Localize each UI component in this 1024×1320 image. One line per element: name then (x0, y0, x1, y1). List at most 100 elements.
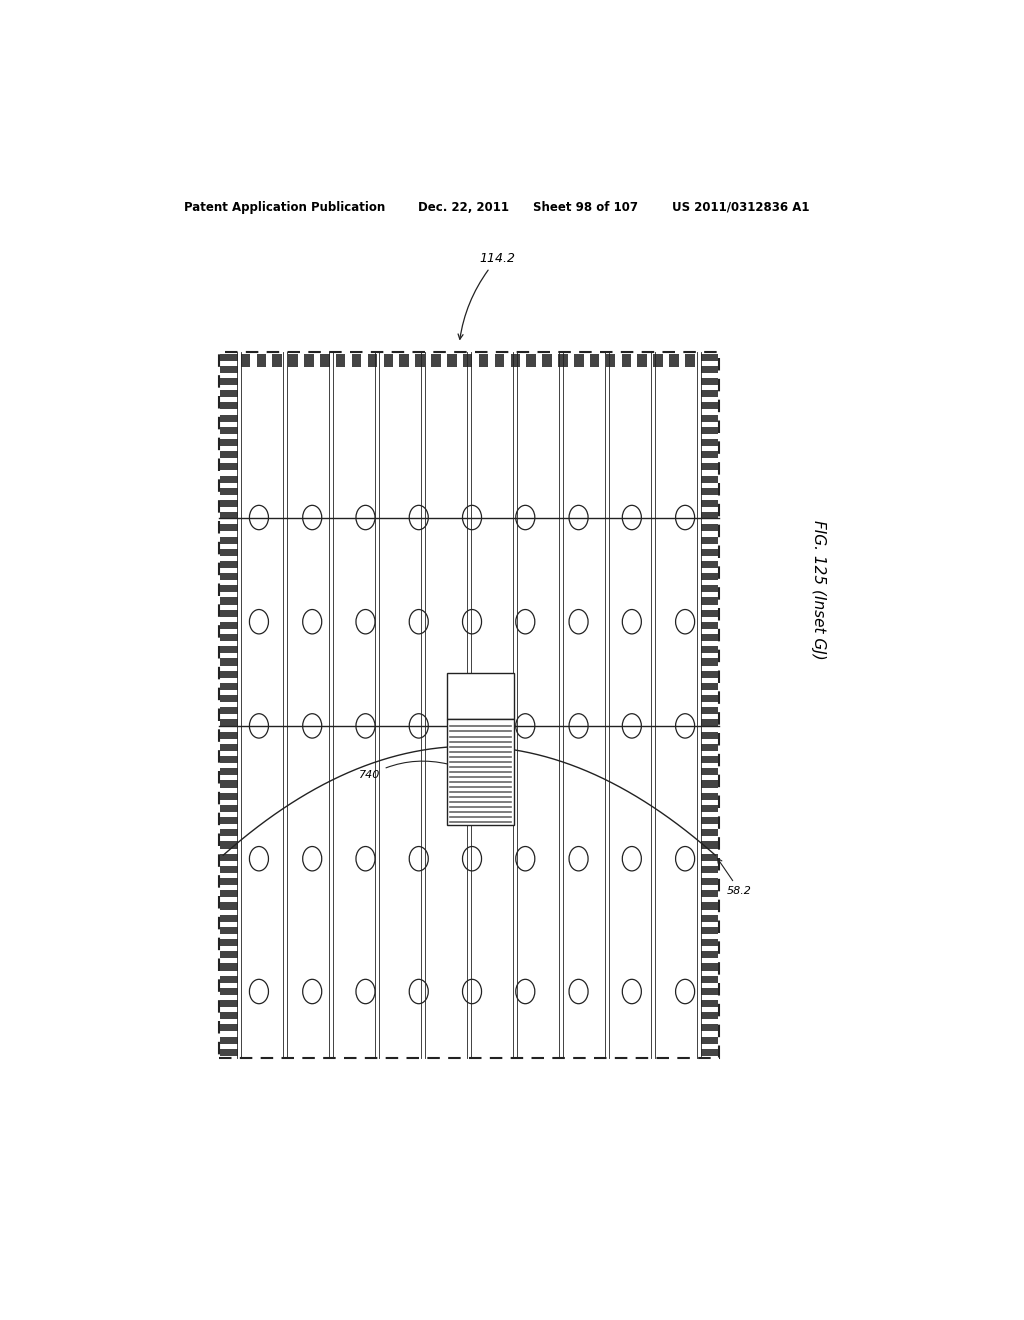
Bar (220, 598, 238, 605)
Bar (220, 1012, 238, 1019)
Bar (701, 500, 719, 507)
Bar (220, 1024, 238, 1031)
Bar (220, 878, 238, 886)
Bar (701, 866, 719, 873)
Bar (220, 682, 238, 690)
Bar (368, 354, 377, 367)
Bar (220, 744, 238, 751)
Bar (701, 817, 719, 824)
Bar (701, 1036, 719, 1044)
Bar (220, 829, 238, 837)
Bar (220, 939, 238, 946)
Bar (701, 671, 719, 677)
Bar (289, 354, 298, 367)
Bar (606, 354, 615, 367)
Bar (220, 768, 238, 775)
Bar (220, 841, 238, 849)
Bar (701, 391, 719, 397)
Bar (220, 500, 238, 507)
Bar (543, 354, 552, 367)
Bar (701, 598, 719, 605)
Bar (701, 1001, 719, 1007)
Bar (479, 354, 488, 367)
Bar (701, 792, 719, 800)
Text: 740: 740 (359, 762, 449, 780)
Bar (220, 561, 238, 568)
Bar (701, 768, 719, 775)
Bar (701, 561, 719, 568)
Bar (220, 403, 238, 409)
Text: FIG. 125 (Inset GJ): FIG. 125 (Inset GJ) (811, 520, 826, 660)
Bar (220, 426, 238, 434)
Bar (447, 354, 457, 367)
Bar (511, 354, 520, 367)
Bar (220, 696, 238, 702)
Bar (701, 927, 719, 935)
Bar (220, 817, 238, 824)
Bar (701, 549, 719, 556)
Bar (701, 366, 719, 372)
Bar (701, 354, 719, 360)
Bar (220, 512, 238, 519)
Bar (220, 634, 238, 642)
Bar (220, 915, 238, 921)
Bar (220, 792, 238, 800)
Bar (701, 829, 719, 837)
Bar (701, 805, 719, 812)
Bar (701, 708, 719, 714)
Bar (701, 854, 719, 861)
Bar (220, 903, 238, 909)
Bar (220, 366, 238, 372)
Bar (220, 780, 238, 788)
Bar (701, 426, 719, 434)
Bar (220, 463, 238, 470)
Bar (701, 939, 719, 946)
Bar (272, 354, 282, 367)
Text: Dec. 22, 2011: Dec. 22, 2011 (418, 201, 509, 214)
Bar (701, 573, 719, 581)
Bar (220, 573, 238, 581)
Bar (701, 756, 719, 763)
Bar (220, 975, 238, 982)
Bar (220, 622, 238, 630)
Bar (701, 890, 719, 898)
Bar (220, 1049, 238, 1056)
Bar (701, 451, 719, 458)
Bar (384, 354, 393, 367)
Bar (220, 805, 238, 812)
Bar (220, 440, 238, 446)
Bar (701, 463, 719, 470)
Bar (701, 964, 719, 970)
Bar (701, 378, 719, 385)
Bar (701, 682, 719, 690)
Bar (701, 696, 719, 702)
Bar (220, 475, 238, 483)
Bar (220, 987, 238, 995)
Bar (220, 414, 238, 421)
Bar (220, 1001, 238, 1007)
Bar (590, 354, 599, 367)
Bar (701, 915, 719, 921)
Bar (220, 964, 238, 970)
Text: 58.2: 58.2 (718, 858, 752, 896)
Bar (257, 354, 266, 367)
Bar (653, 354, 663, 367)
Bar (219, 351, 719, 1057)
Bar (220, 451, 238, 458)
Bar (701, 475, 719, 483)
Bar (220, 610, 238, 616)
Bar (220, 354, 238, 360)
Bar (220, 1036, 238, 1044)
Bar (321, 354, 330, 367)
Bar (701, 634, 719, 642)
Bar (701, 610, 719, 616)
Bar (463, 354, 472, 367)
Bar (336, 354, 345, 367)
Bar (220, 890, 238, 898)
Bar (701, 440, 719, 446)
Bar (574, 354, 584, 367)
Bar (220, 756, 238, 763)
Text: 114.2: 114.2 (458, 252, 515, 339)
Bar (241, 354, 250, 367)
Bar (495, 354, 504, 367)
